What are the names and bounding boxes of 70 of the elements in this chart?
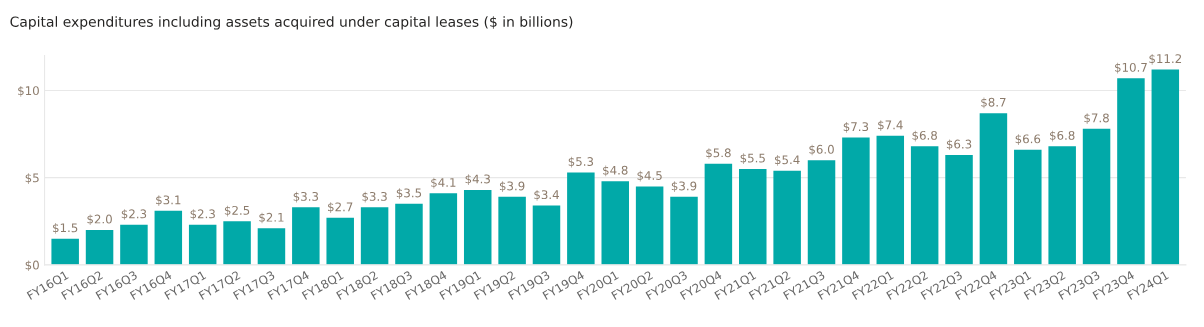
data-label: $5.3 — [568, 156, 594, 168]
bar — [635, 186, 664, 265]
bar — [876, 135, 905, 265]
bar — [532, 205, 561, 265]
data-label: $4.3 — [465, 174, 490, 185]
bar — [188, 224, 217, 265]
bar — [1151, 69, 1180, 265]
bar — [120, 224, 148, 265]
bar — [223, 221, 251, 265]
data-label: $3.1 — [156, 195, 181, 206]
data-label: $4.8 — [603, 165, 628, 177]
bar — [842, 137, 870, 265]
bar — [910, 146, 939, 265]
chart-title: Capital expenditures including assets acquired under capital leases ($ in billions) — [10, 16, 573, 30]
data-label: $3.5 — [396, 188, 422, 199]
bar — [463, 189, 492, 265]
data-label: $4.1 — [431, 177, 456, 189]
bar — [257, 228, 286, 265]
bar — [1014, 149, 1042, 265]
data-label: $4.5 — [637, 170, 662, 182]
bar — [601, 181, 629, 265]
bar — [670, 196, 698, 265]
data-label: $11.2 — [1149, 53, 1182, 65]
bar — [773, 170, 801, 265]
bar — [1117, 78, 1145, 265]
data-label: $2.5 — [224, 205, 250, 217]
data-label: $2.0 — [87, 214, 112, 226]
data-label: $3.9 — [671, 181, 697, 192]
data-label: $2.3 — [190, 209, 215, 220]
data-label: $6.3 — [946, 139, 972, 151]
bar — [292, 207, 320, 265]
data-label: $3.9 — [499, 181, 525, 192]
data-label: $5.8 — [706, 148, 731, 159]
data-label: $3.4 — [534, 189, 559, 201]
bar — [85, 229, 114, 265]
bar — [498, 196, 526, 265]
data-label: $3.3 — [293, 191, 319, 203]
data-label: $6.6 — [1015, 134, 1041, 145]
data-label: $5.4 — [774, 155, 800, 166]
bar — [704, 163, 733, 265]
bar — [979, 113, 1008, 265]
bar — [395, 203, 423, 265]
bar — [945, 155, 973, 265]
bar — [739, 168, 767, 265]
data-label: $2.3 — [121, 209, 147, 220]
bar — [1048, 146, 1076, 265]
bar — [1082, 128, 1111, 265]
data-label: $7.4 — [878, 120, 903, 131]
data-label: $10.7 — [1115, 62, 1147, 74]
bar — [429, 193, 458, 265]
data-label: $7.8 — [1084, 113, 1109, 124]
data-label: $6.8 — [1050, 130, 1075, 142]
data-label: $5.5 — [740, 153, 765, 165]
bar — [360, 207, 389, 265]
bar — [51, 238, 79, 265]
data-label: $8.7 — [981, 97, 1006, 109]
bar — [326, 217, 354, 265]
data-label: $7.3 — [843, 121, 869, 133]
bar — [567, 172, 595, 265]
bar — [807, 160, 836, 265]
y-tick-label: $10 — [18, 85, 39, 97]
data-label: $1.5 — [53, 223, 78, 234]
data-label: $2.1 — [259, 212, 284, 224]
data-label: $2.7 — [328, 202, 353, 213]
y-tick-label: $0 — [25, 260, 39, 272]
data-label: $3.3 — [362, 191, 387, 203]
data-label: $6.0 — [809, 144, 834, 156]
data-label: $6.8 — [912, 130, 937, 142]
bar — [154, 210, 183, 265]
y-tick-label: $5 — [25, 173, 39, 184]
